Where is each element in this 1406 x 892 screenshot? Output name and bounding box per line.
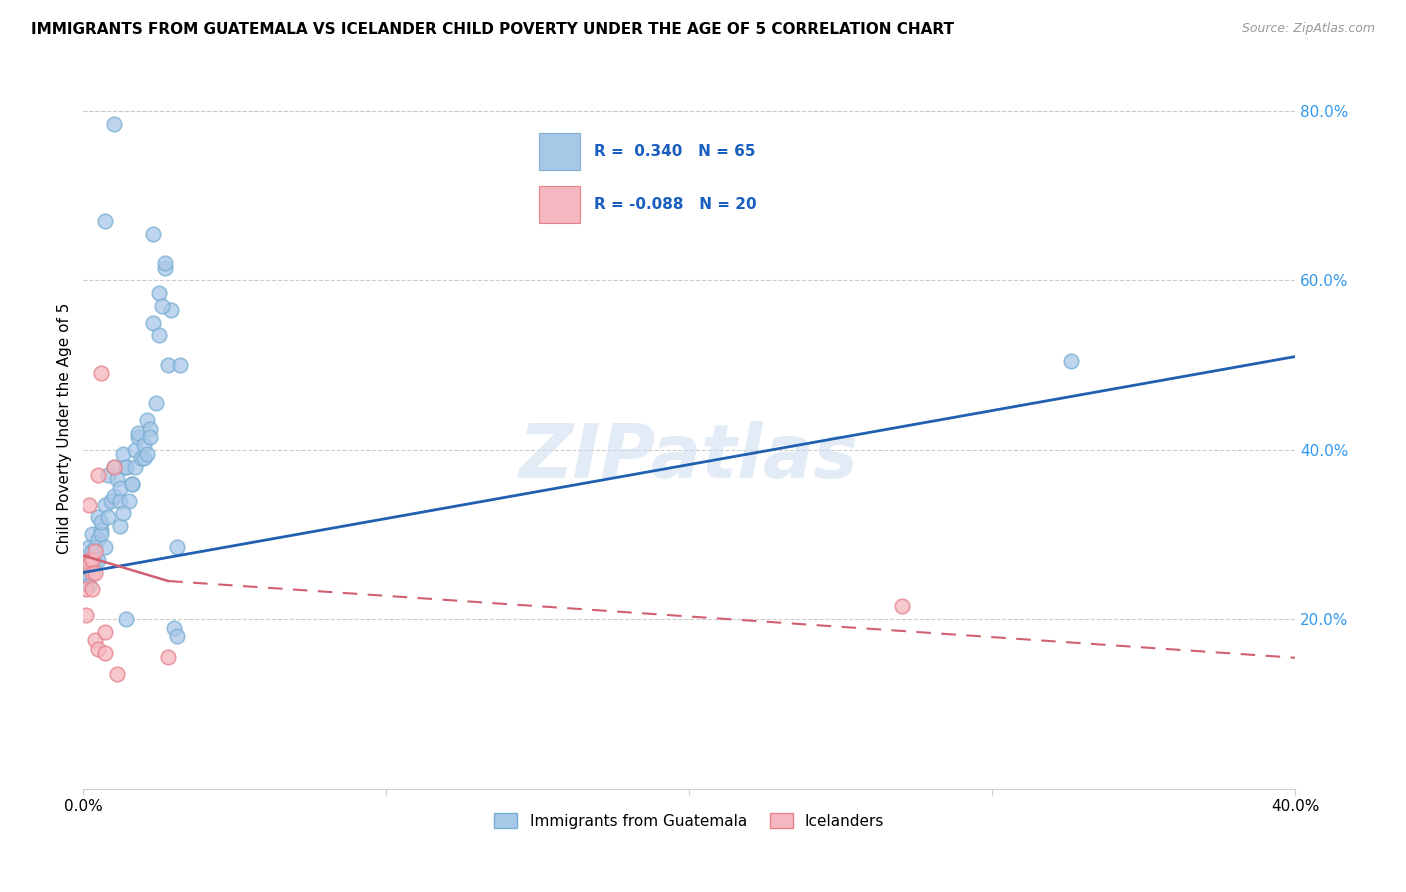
Point — [82, 527, 104, 541]
Point — [148, 285, 170, 300]
Point — [124, 442, 146, 457]
Point — [93, 498, 115, 512]
Point — [96, 468, 118, 483]
Point — [82, 566, 104, 580]
Point — [79, 553, 101, 567]
Point — [105, 667, 128, 681]
Point — [132, 438, 155, 452]
Point — [108, 493, 131, 508]
Point — [90, 367, 112, 381]
Point — [139, 421, 162, 435]
Point — [153, 260, 176, 275]
Point — [90, 523, 112, 537]
Point — [82, 553, 104, 567]
Point — [114, 459, 136, 474]
Point — [145, 396, 167, 410]
Point — [75, 607, 97, 622]
Point — [163, 621, 186, 635]
Point — [75, 582, 97, 597]
Point — [108, 519, 131, 533]
Point — [1060, 353, 1083, 368]
Point — [79, 540, 101, 554]
Point — [111, 506, 134, 520]
Point — [139, 430, 162, 444]
Point — [132, 451, 155, 466]
Point — [142, 316, 165, 330]
Point — [93, 214, 115, 228]
Point — [75, 566, 97, 580]
Point — [87, 468, 110, 483]
Point — [87, 532, 110, 546]
Point — [153, 256, 176, 270]
Point — [890, 599, 912, 614]
Point — [79, 561, 101, 575]
Point — [136, 413, 159, 427]
Point — [82, 544, 104, 558]
Point — [90, 527, 112, 541]
Text: IMMIGRANTS FROM GUATEMALA VS ICELANDER CHILD POVERTY UNDER THE AGE OF 5 CORRELAT: IMMIGRANTS FROM GUATEMALA VS ICELANDER C… — [31, 22, 953, 37]
Point — [87, 553, 110, 567]
Point — [121, 476, 143, 491]
Point — [118, 493, 141, 508]
Point — [150, 299, 173, 313]
Legend: Immigrants from Guatemala, Icelanders: Immigrants from Guatemala, Icelanders — [488, 807, 890, 835]
Point — [79, 498, 101, 512]
Point — [142, 227, 165, 241]
Point — [93, 624, 115, 639]
Point — [96, 510, 118, 524]
Point — [82, 557, 104, 571]
Point — [166, 629, 188, 643]
Point — [160, 302, 183, 317]
Point — [79, 557, 101, 571]
Point — [127, 430, 149, 444]
Point — [121, 476, 143, 491]
Point — [79, 578, 101, 592]
Y-axis label: Child Poverty Under the Age of 5: Child Poverty Under the Age of 5 — [58, 303, 72, 554]
Point — [124, 459, 146, 474]
Point — [108, 481, 131, 495]
Point — [157, 358, 180, 372]
Point — [84, 553, 107, 567]
Point — [93, 646, 115, 660]
Point — [114, 612, 136, 626]
Text: Source: ZipAtlas.com: Source: ZipAtlas.com — [1241, 22, 1375, 36]
Point — [100, 493, 122, 508]
Point — [93, 540, 115, 554]
Point — [87, 510, 110, 524]
Point — [127, 425, 149, 440]
Point — [129, 451, 152, 466]
Point — [148, 328, 170, 343]
Point — [79, 553, 101, 567]
Text: ZIPatlas: ZIPatlas — [519, 421, 859, 494]
Point — [111, 447, 134, 461]
Point — [75, 557, 97, 571]
Point — [84, 540, 107, 554]
Point — [90, 515, 112, 529]
Point — [105, 472, 128, 486]
Point — [87, 641, 110, 656]
Point — [82, 582, 104, 597]
Point — [103, 117, 125, 131]
Point — [114, 459, 136, 474]
Point — [84, 633, 107, 648]
Point — [157, 650, 180, 665]
Point — [103, 489, 125, 503]
Point — [169, 358, 191, 372]
Point — [103, 459, 125, 474]
Point — [84, 566, 107, 580]
Point — [136, 447, 159, 461]
Point — [166, 540, 188, 554]
Point — [84, 544, 107, 558]
Point — [75, 574, 97, 588]
Point — [103, 459, 125, 474]
